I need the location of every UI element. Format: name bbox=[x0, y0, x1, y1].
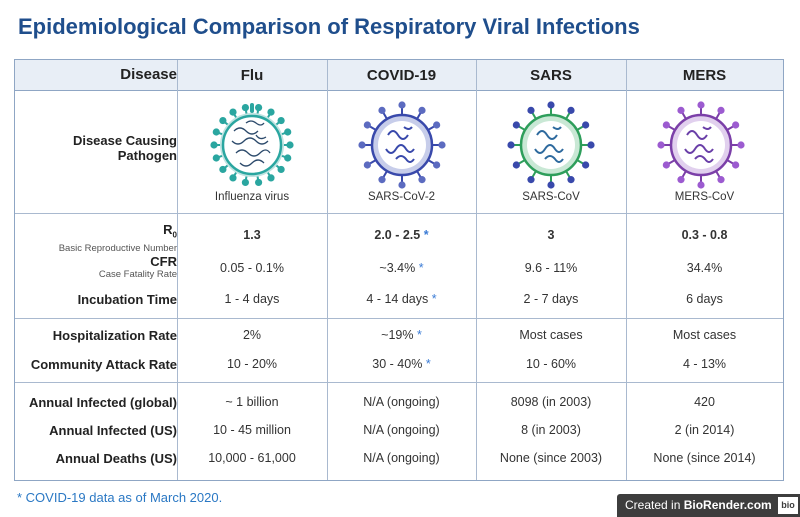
attack-rate-label: Community Attack Rate bbox=[30, 357, 177, 372]
cfr-covid-value: ~3.4% bbox=[379, 261, 416, 275]
incubation-covid: 4 - 14 days * bbox=[327, 292, 476, 307]
covid-asterisk: * bbox=[431, 292, 437, 306]
r0-label: R0 Basic Reproductive Number bbox=[15, 222, 177, 254]
cfr-label-text: CFR bbox=[150, 254, 177, 269]
deaths-us-flu: 10,000 - 61,000 bbox=[208, 451, 296, 465]
cfr-covid: ~3.4% * bbox=[327, 261, 476, 276]
column-divider bbox=[476, 60, 477, 480]
header-sars: SARS bbox=[530, 67, 572, 84]
cfr-description: Case Fatality Rate bbox=[98, 269, 177, 280]
pathogen-sars: SARS-CoV bbox=[522, 191, 580, 203]
attack-covid: 30 - 40% * bbox=[327, 357, 476, 372]
hospitalization-flu: 2% bbox=[242, 328, 262, 342]
annual-us-label: Annual Infected (US) bbox=[49, 423, 177, 438]
r0-label-text: R bbox=[163, 222, 173, 237]
r0-sars: 3 bbox=[547, 228, 555, 242]
covid-asterisk: * bbox=[418, 261, 424, 275]
annual-global-mers: 420 bbox=[694, 395, 715, 409]
attack-covid-value: 30 - 40% bbox=[372, 357, 423, 371]
covid-asterisk: * bbox=[423, 228, 429, 242]
column-divider bbox=[327, 60, 328, 480]
badge-text: Created in BioRender.com bbox=[625, 494, 772, 517]
influenza-virus-icon bbox=[210, 103, 294, 187]
column-divider bbox=[177, 60, 178, 480]
page-title: Epidemiological Comparison of Respirator… bbox=[18, 14, 640, 39]
deaths-us-covid: N/A (ongoing) bbox=[363, 451, 440, 465]
table-header bbox=[15, 60, 783, 91]
hospitalization-mers: Most cases bbox=[672, 328, 737, 342]
r0-subscript: 0 bbox=[172, 230, 177, 240]
biorender-badge[interactable]: Created in BioRender.com bio bbox=[617, 494, 800, 517]
cfr-flu: 0.05 - 0.1% bbox=[220, 261, 284, 275]
deaths-us-mers: None (since 2014) bbox=[653, 451, 756, 465]
hospitalization-label: Hospitalization Rate bbox=[52, 328, 177, 343]
incubation-covid-value: 4 - 14 days bbox=[366, 292, 429, 306]
incubation-sars: 2 - 7 days bbox=[523, 292, 579, 306]
covid-asterisk: * bbox=[425, 357, 431, 371]
annual-us-mers: 2 (in 2014) bbox=[674, 423, 735, 437]
deaths-us-label: Annual Deaths (US) bbox=[55, 451, 177, 466]
pathogen-flu: Influenza virus bbox=[214, 191, 290, 203]
column-divider bbox=[626, 60, 627, 480]
header-covid: COVID-19 bbox=[366, 67, 437, 84]
deaths-us-sars: None (since 2003) bbox=[499, 451, 603, 465]
incubation-flu: 1 - 4 days bbox=[224, 292, 280, 306]
incubation-mers: 6 days bbox=[686, 292, 723, 306]
annual-global-label: Annual Infected (global) bbox=[28, 395, 177, 410]
hospitalization-sars: Most cases bbox=[519, 328, 583, 342]
header-flu: Flu bbox=[240, 67, 264, 84]
incubation-label: Incubation Time bbox=[77, 292, 177, 307]
biorender-logo-icon: bio bbox=[778, 497, 798, 514]
badge-brand: BioRender.com bbox=[683, 498, 772, 512]
annual-us-sars: 8 (in 2003) bbox=[521, 423, 581, 437]
r0-flu: 1.3 bbox=[243, 228, 261, 242]
hospitalization-covid-value: ~19% bbox=[381, 328, 414, 342]
pathogen-covid: SARS-CoV-2 bbox=[367, 191, 436, 203]
r0-mers: 0.3 - 0.8 bbox=[681, 228, 728, 242]
attack-flu: 10 - 20% bbox=[226, 357, 278, 371]
annual-us-covid: N/A (ongoing) bbox=[363, 423, 440, 437]
r0-description: Basic Reproductive Number bbox=[58, 242, 177, 254]
pathogen-label-line1: Disease Causing bbox=[72, 133, 177, 148]
r0-covid-value: 2.0 - 2.5 bbox=[374, 228, 421, 242]
cfr-sars: 9.6 - 11% bbox=[524, 261, 578, 275]
r0-covid: 2.0 - 2.5 * bbox=[327, 228, 476, 243]
hospitalization-covid: ~19% * bbox=[327, 328, 476, 343]
mers-cov-virus-icon bbox=[657, 101, 745, 189]
pathogen-label-line2: Pathogen bbox=[117, 148, 177, 163]
footnote: * COVID-19 data as of March 2020. bbox=[17, 490, 223, 505]
badge-prefix: Created in bbox=[625, 498, 684, 512]
header-disease: Disease bbox=[120, 66, 177, 83]
attack-sars: 10 - 60% bbox=[525, 357, 577, 371]
row-divider bbox=[15, 382, 783, 383]
attack-mers: 4 - 13% bbox=[682, 357, 727, 371]
cfr-mers: 34.4% bbox=[686, 261, 723, 275]
comparison-table: Disease Flu COVID-19 SARS MERS Disease C… bbox=[14, 59, 784, 481]
sars-cov-virus-icon bbox=[507, 101, 595, 189]
row-divider bbox=[15, 318, 783, 319]
pathogen-mers: MERS-CoV bbox=[674, 191, 735, 203]
cfr-label: CFR Case Fatality Rate bbox=[15, 254, 177, 280]
pathogen-label: Disease Causing Pathogen bbox=[15, 133, 177, 163]
header-mers: MERS bbox=[682, 67, 727, 84]
sars-cov-2-virus-icon bbox=[358, 101, 446, 189]
annual-global-sars: 8098 (in 2003) bbox=[510, 395, 592, 409]
row-divider bbox=[15, 213, 783, 214]
covid-asterisk: * bbox=[416, 328, 422, 342]
annual-us-flu: 10 - 45 million bbox=[213, 423, 291, 437]
annual-global-covid: N/A (ongoing) bbox=[363, 395, 440, 409]
annual-global-flu: ~ 1 billion bbox=[225, 395, 279, 409]
